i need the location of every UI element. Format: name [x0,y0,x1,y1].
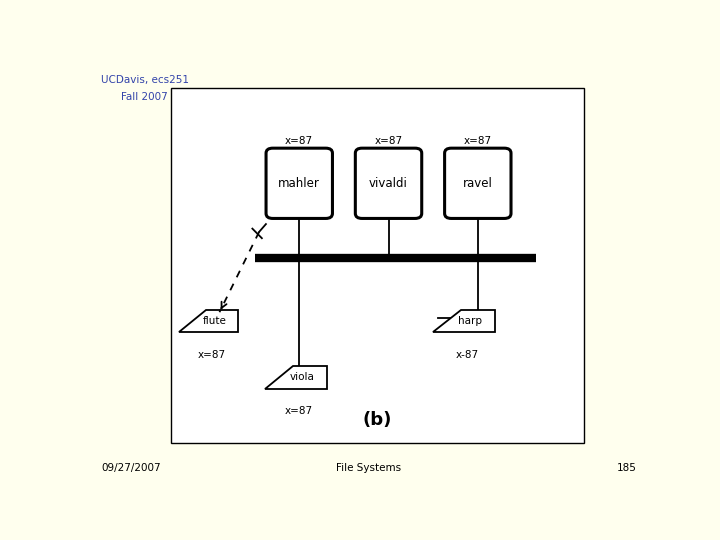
FancyBboxPatch shape [266,148,333,219]
Text: x=87: x=87 [464,136,492,146]
FancyBboxPatch shape [445,148,511,219]
Text: File Systems: File Systems [336,463,402,473]
Text: x=87: x=87 [285,136,313,146]
Text: flute: flute [202,316,226,326]
Text: (b): (b) [363,410,392,429]
Text: harp: harp [458,316,482,326]
Text: mahler: mahler [279,177,320,190]
Polygon shape [433,309,495,333]
Text: x=87: x=87 [197,349,225,360]
Polygon shape [179,309,238,333]
Text: Fall 2007: Fall 2007 [121,92,168,102]
Polygon shape [266,366,327,389]
Text: ravel: ravel [463,177,492,190]
Bar [171,87,584,443]
FancyBboxPatch shape [356,148,422,219]
Text: vivaldi: vivaldi [369,177,408,190]
Text: UCDavis, ecs251: UCDavis, ecs251 [101,75,189,85]
Text: x=87: x=87 [374,136,402,146]
Text: 09/27/2007: 09/27/2007 [101,463,161,473]
Text: viola: viola [289,372,315,382]
Text: 185: 185 [617,463,637,473]
Text: x=87: x=87 [285,406,313,416]
Text: x-87: x-87 [456,349,479,360]
